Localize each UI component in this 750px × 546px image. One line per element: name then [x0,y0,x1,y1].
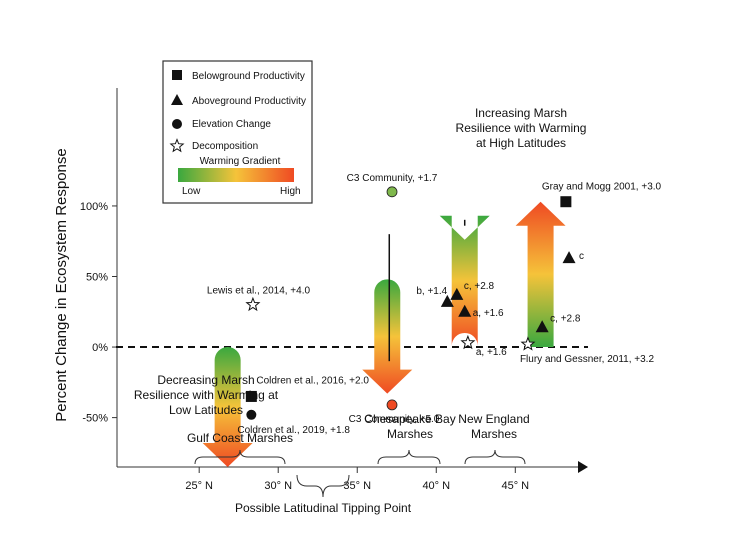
y-tick-label: 50% [86,272,108,284]
legend-label-aboveground: Aboveground Productivity [192,96,306,107]
y-tick-label: 0% [92,342,108,354]
legend-gradient-title: Warming Gradient [200,156,281,167]
point-label: Lewis et al., 2014, +4.0 [207,286,311,297]
legend-label-elevation: Elevation Change [192,119,271,130]
region-gulf-coast: Gulf Coast Marshes [187,431,293,465]
legend-triangle-marker [171,94,183,105]
y-axis-label: Percent Change in Ecosystem Response [53,148,70,421]
point-label: c, +2.8 [464,281,495,292]
point-circle [246,409,257,420]
point-label: Coldren et al., 2016, +2.0 [256,375,369,386]
y-tick-label: 100% [80,201,108,213]
point-star [520,336,536,351]
legend-gradient-low: Low [182,186,201,197]
point-circle [386,399,398,411]
point-triangle [440,294,454,307]
warming-arrow [362,279,413,394]
decreasing-line-1: Decreasing Marsh [157,373,254,387]
region-new-england-brace [464,449,526,465]
decreasing-line-3: Low Latitudes [169,403,243,417]
point-square [245,390,257,402]
warming-arrow [202,347,253,467]
legend-label-decomposition: Decomposition [192,141,258,152]
x-tick-label: 45° N [501,480,529,492]
point-square [560,196,572,208]
region-new-england: New England Marshes [458,412,530,465]
increasing-line-2: Resilience with Warming [456,121,587,135]
increasing-line-3: at High Latitudes [476,136,566,150]
region-gulf-coast-brace [194,449,286,465]
increasing-line-1: Increasing Marsh [475,106,567,120]
point-label: C3 Community, +5.0 [349,414,440,425]
legend-gradient-high: High [280,186,301,197]
point-label: b, +1.4 [416,286,447,297]
warming-arrow [515,201,566,348]
x-tick-label: 40° N [422,480,450,492]
legend: Belowground Productivity Aboveground Pro… [162,60,313,204]
point-label: a, +1.6 [473,308,504,319]
region-gulf-coast-label: Gulf Coast Marshes [187,431,293,445]
tipping-point: Possible Latitudinal Tipping Point [235,474,412,515]
x-tick-label: 30° N [264,480,292,492]
legend-label-belowground: Belowground Productivity [192,71,305,82]
point-star [460,334,476,350]
region-new-england-label-1: New England [458,412,529,426]
increasing-annotation: Increasing Marsh Resilience with Warming… [456,106,587,150]
legend-gradient-bar [178,168,294,182]
point-label: c, +2.8 [550,313,581,324]
point-triangle [458,304,472,317]
decreasing-annotation: Decreasing Marsh Resilience with Warming… [134,373,279,417]
point-triangle [450,287,464,300]
x-tick-label: 25° N [185,480,213,492]
point-label: Flury and Gessner, 2011, +3.2 [520,354,655,365]
warming-arrow-body [515,201,566,348]
point-label: Gray and Mogg 2001, +3.0 [542,182,662,193]
warming-arrow-body [439,215,490,346]
warming-arrow [439,215,490,346]
x-tick-label: 35° N [343,480,371,492]
point-triangle [535,320,549,333]
y-tick-label: -50% [82,413,108,425]
tipping-point-label: Possible Latitudinal Tipping Point [235,501,412,515]
region-chesapeake-brace [377,449,441,465]
warming-arrow-body [202,347,253,467]
x-axis-arrowhead [578,461,588,473]
point-circle [386,186,398,198]
point-label: c [579,251,584,262]
point-star [245,296,261,312]
region-new-england-label-2: Marshes [471,427,517,441]
legend-square-marker [172,70,182,80]
decreasing-line-2: Resilience with Warming at [134,388,279,402]
point-label: C3 Community, +1.7 [347,173,438,184]
point-triangle [562,251,576,264]
point-label: a, +1.6 [476,347,507,358]
legend-star-marker [169,138,185,153]
legend-circle-marker [172,119,182,129]
region-chesapeake-label-1: Chesapeake Bay [364,412,455,426]
warming-arrow-body [362,279,413,394]
point-label: Coldren et al., 2019, +1.8 [237,425,350,436]
region-chesapeake: Chesapeake Bay Marshes [364,412,456,465]
region-chesapeake-label-2: Marshes [387,427,433,441]
tipping-point-brace [296,474,350,498]
